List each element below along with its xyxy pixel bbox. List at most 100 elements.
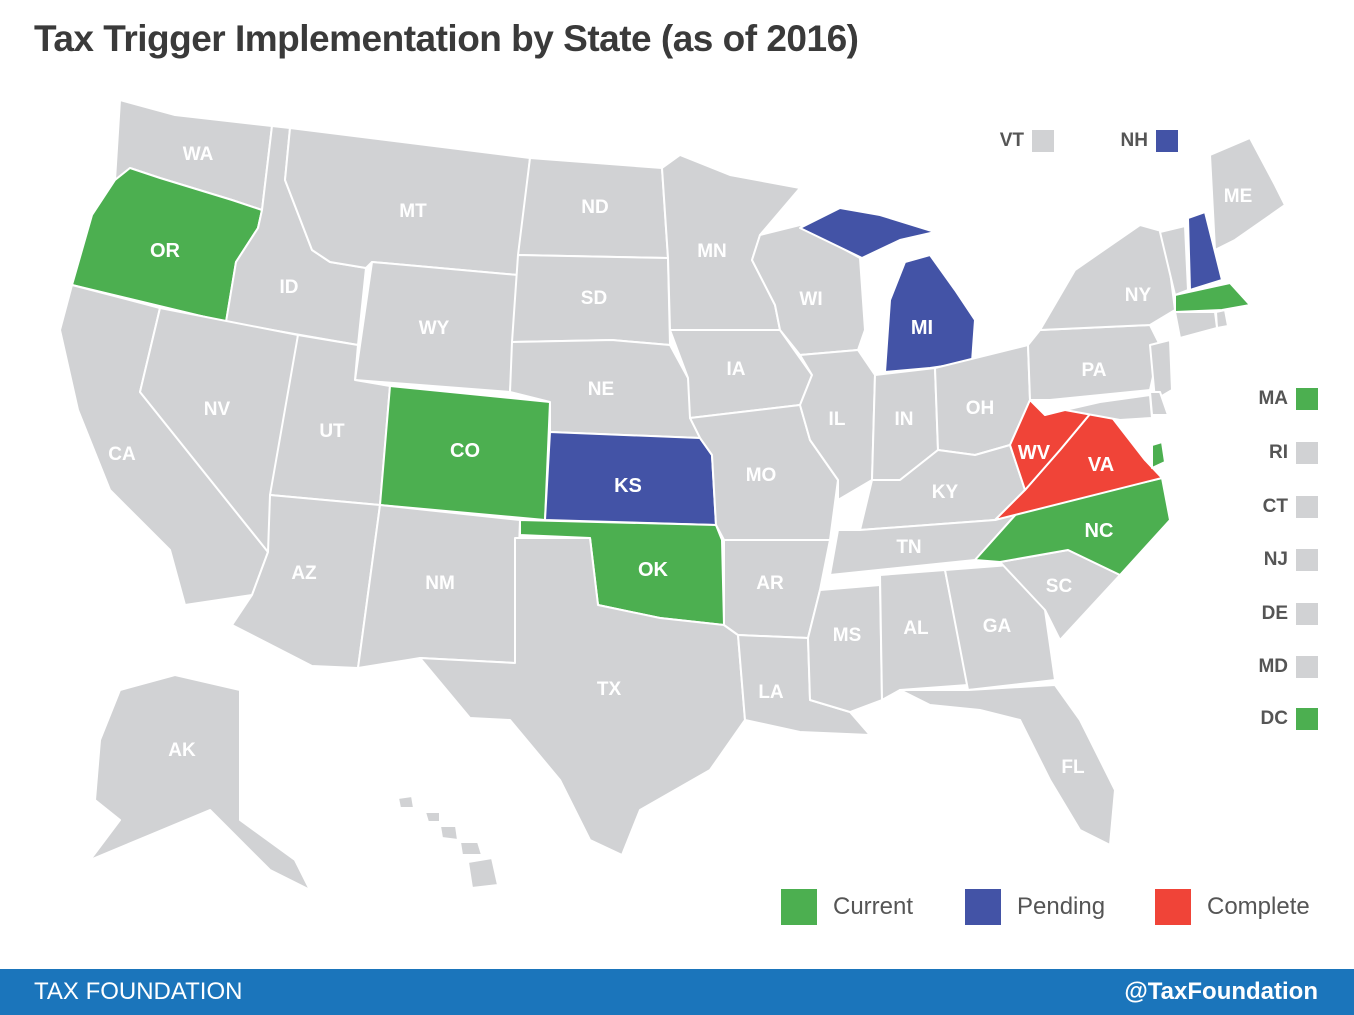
footer-brand: TAX FOUNDATION <box>34 978 243 1005</box>
state-label-ms: MS <box>833 625 862 646</box>
small-state-label: RI <box>1269 442 1288 463</box>
legend-swatch-complete <box>1155 889 1191 925</box>
state-label-il: IL <box>829 409 846 430</box>
small-state-de: DE <box>1228 603 1318 625</box>
state-label-mt: MT <box>399 201 427 222</box>
state-MA <box>1174 282 1251 313</box>
legend-label-current: Current <box>833 893 914 920</box>
small-state-nj: NJ <box>1228 549 1318 571</box>
state-label-pa: PA <box>1082 360 1107 381</box>
legend-item-complete: Complete <box>1155 889 1310 925</box>
small-state-label: DC <box>1260 708 1288 729</box>
small-state-nh: NH <box>1088 130 1178 152</box>
state-label-ne: NE <box>588 379 614 400</box>
state-label-nd: ND <box>581 197 608 218</box>
state-label-nv: NV <box>204 399 231 420</box>
state-label-oh: OH <box>966 398 995 419</box>
small-state-swatch <box>1296 496 1318 518</box>
small-state-label: VT <box>999 130 1024 151</box>
small-state-label: DE <box>1261 603 1288 624</box>
legend-item-current: Current <box>781 889 913 925</box>
state-TX <box>419 537 746 856</box>
small-state-label: NJ <box>1263 549 1288 570</box>
state-RI <box>1215 309 1229 329</box>
small-state-ri: RI <box>1228 442 1318 464</box>
state-NH <box>1187 211 1223 291</box>
state-NY <box>1039 224 1176 331</box>
state-label-in: IN <box>895 409 914 430</box>
small-state-swatch <box>1296 442 1318 464</box>
legend-item-pending: Pending <box>965 889 1105 925</box>
state-label-mo: MO <box>746 465 777 486</box>
state-label-wi: WI <box>799 289 822 310</box>
state-HI <box>397 795 499 889</box>
state-label-ak: AK <box>168 740 196 761</box>
state-AL <box>879 569 969 701</box>
state-label-ny: NY <box>1125 285 1152 306</box>
state-GA <box>944 564 1056 691</box>
state-label-co: CO <box>450 440 480 462</box>
small-state-swatch <box>1296 603 1318 625</box>
state-VT <box>1159 225 1189 296</box>
small-state-swatch <box>1296 388 1318 410</box>
page-title: Tax Trigger Implementation by State (as … <box>34 18 859 59</box>
state-label-wa: WA <box>183 144 214 165</box>
state-label-ia: IA <box>727 359 746 380</box>
state-label-ut: UT <box>319 421 345 442</box>
small-state-swatch <box>1032 130 1054 152</box>
legend-swatch-current <box>781 889 817 925</box>
small-state-label: MA <box>1258 388 1288 409</box>
small-state-label: MD <box>1258 656 1288 677</box>
us-map: WA OR CA ID NV MT WY UT AZ CO NM ND SD NE KS OK TX MN IA MO… <box>59 99 1286 891</box>
state-label-ky: KY <box>932 482 959 503</box>
small-state-md: MD <box>1228 656 1318 678</box>
state-CT <box>1174 311 1218 339</box>
state-label-hi: HI <box>403 827 422 848</box>
state-FL <box>899 684 1116 846</box>
state-label-tx: TX <box>597 679 622 700</box>
legend-label-pending: Pending <box>1017 893 1106 920</box>
state-label-la: LA <box>758 682 784 703</box>
legend-swatch-pending <box>965 889 1001 925</box>
small-state-label: NH <box>1120 130 1148 151</box>
state-label-ks: KS <box>614 475 642 497</box>
small-state-swatch <box>1156 130 1178 152</box>
state-label-sd: SD <box>581 288 607 309</box>
state-label-ca: CA <box>108 444 136 465</box>
state-MD <box>1064 394 1153 421</box>
small-state-vt: VT <box>964 130 1054 152</box>
legend-label-complete: Complete <box>1207 893 1310 920</box>
state-label-nm: NM <box>425 573 455 594</box>
state-label-tn: TN <box>896 537 921 558</box>
state-label-id: ID <box>280 277 299 298</box>
state-label-wy: WY <box>419 318 450 339</box>
state-label-mi: MI <box>911 317 933 339</box>
small-state-label: CT <box>1262 496 1288 517</box>
footer-bar: TAX FOUNDATION @TaxFoundation <box>0 969 1354 1015</box>
state-label-me: ME <box>1224 186 1253 207</box>
small-state-dc: DC <box>1228 708 1318 730</box>
state-label-wv: WV <box>1018 442 1051 464</box>
state-label-or: OR <box>150 240 181 262</box>
footer-handle[interactable]: @TaxFoundation <box>1124 978 1318 1005</box>
state-label-al: AL <box>903 618 929 639</box>
state-label-ga: GA <box>983 616 1012 637</box>
state-label-fl: FL <box>1061 757 1085 778</box>
state-MS <box>807 584 883 713</box>
state-label-va: VA <box>1088 454 1114 476</box>
state-label-nc: NC <box>1085 520 1114 542</box>
small-state-swatch <box>1296 549 1318 571</box>
state-label-ar: AR <box>756 573 784 594</box>
small-state-swatch <box>1296 708 1318 730</box>
state-label-ok: OK <box>638 559 669 581</box>
small-state-ct: CT <box>1228 496 1318 518</box>
small-state-ma: MA <box>1228 388 1318 410</box>
state-NJ <box>1149 339 1173 401</box>
state-label-sc: SC <box>1046 576 1073 597</box>
small-state-swatch <box>1296 656 1318 678</box>
state-IL <box>799 349 876 501</box>
state-AK <box>89 674 311 891</box>
state-label-mn: MN <box>697 241 727 262</box>
state-DC <box>1151 441 1166 469</box>
state-label-az: AZ <box>291 563 317 584</box>
